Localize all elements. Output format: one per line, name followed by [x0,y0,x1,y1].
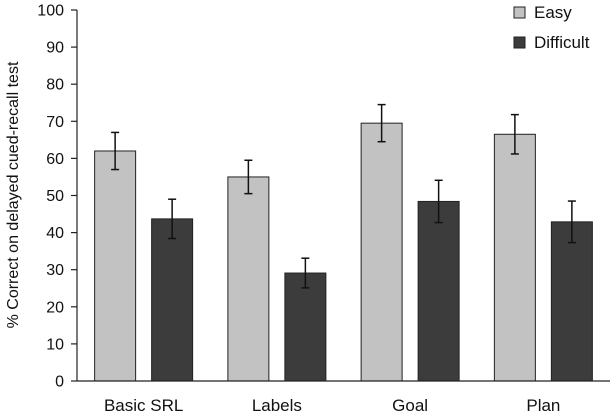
legend: Easy Difficult [513,3,590,52]
x-tick-labels-group: Basic SRL Labels Goal Plan [104,396,560,413]
bar-easy-goal [360,122,403,382]
bar-difficult-basic-srl [151,218,194,382]
y-ticks-group: 0 10 20 30 40 50 60 70 80 90 100 [37,3,77,391]
x-tick-label: Basic SRL [104,396,183,413]
y-tick-label: 40 [46,225,64,242]
bar-easy-plan [493,133,536,382]
legend-label-difficult: Difficult [534,33,590,52]
y-tick-label: 90 [46,40,64,57]
y-tick-label: 100 [37,3,64,20]
legend-label-easy: Easy [534,3,572,22]
legend-swatch-difficult [513,36,526,49]
error-bars-group [111,103,576,289]
legend-swatch-easy [513,6,526,19]
y-tick-label: 50 [46,188,64,205]
bar-difficult-labels [284,272,327,382]
x-tick-label: Plan [526,396,560,413]
bar-difficult-plan [550,221,593,382]
bar-easy-labels [227,176,270,382]
y-tick-label: 70 [46,114,64,131]
y-tick-label: 80 [46,77,64,94]
y-axis-label: % Correct on delayed cued-recall test [5,61,22,328]
y-tick-label: 30 [46,262,64,279]
bars-group [94,122,593,382]
y-tick-label: 60 [46,151,64,168]
x-tick-label: Goal [392,396,428,413]
bar-easy-basic-srl [94,150,137,382]
bar-difficult-goal [417,200,460,382]
y-tick-label: 10 [46,336,64,353]
y-tick-label: 20 [46,299,64,316]
y-tick-label: 0 [55,374,64,391]
x-tick-label: Labels [252,396,302,413]
